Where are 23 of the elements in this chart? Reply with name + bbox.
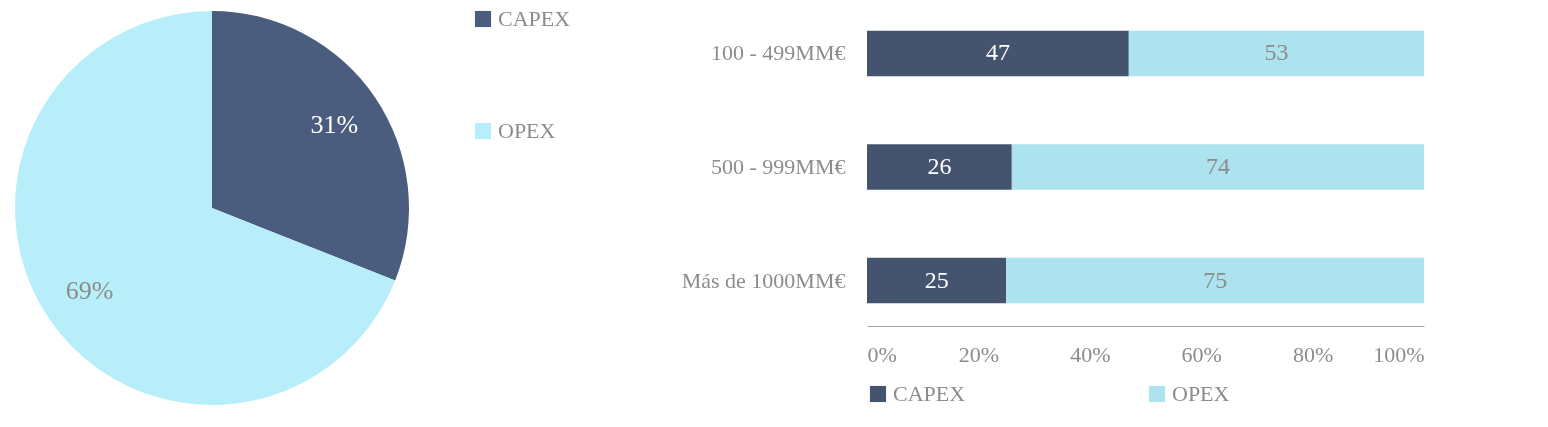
data-label: 69% <box>65 276 114 306</box>
legend-label: CAPEX <box>893 381 966 406</box>
pie-slice <box>212 11 409 281</box>
legend-label: OPEX <box>498 118 556 143</box>
x-tick-label: 40% <box>1070 341 1111 367</box>
y-tick-label: 500 - 999MM€ <box>711 154 846 179</box>
x-tick-label: 60% <box>1181 341 1222 367</box>
data-label: 53 <box>1264 39 1289 66</box>
y-tick-label: Más de 1000MM€ <box>681 267 846 293</box>
data-label: 25 <box>924 266 949 293</box>
data-label: 74 <box>1205 153 1230 179</box>
data-label: 75 <box>1203 266 1228 293</box>
y-tick-label: 100 - 499MM€ <box>711 40 846 66</box>
pie-slice <box>15 11 396 405</box>
x-tick-label: 20% <box>958 341 1000 367</box>
legend-label: CAPEX <box>498 6 571 31</box>
data-label: 47 <box>985 39 1010 66</box>
legend-label: OPEX <box>1172 381 1230 406</box>
x-tick-label: 0% <box>867 341 897 367</box>
data-label: 26 <box>927 153 952 179</box>
x-tick-label: 80% <box>1292 341 1334 367</box>
x-tick-label: 100% <box>1373 341 1425 367</box>
data-label: 31% <box>310 109 359 139</box>
